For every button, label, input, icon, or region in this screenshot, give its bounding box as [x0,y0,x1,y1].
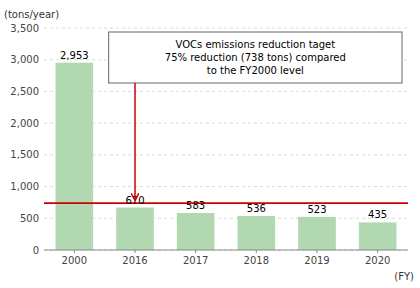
bar [56,63,94,250]
bars [56,63,397,250]
target-line [44,202,408,204]
x-tick [135,250,136,253]
x-tick [256,250,257,253]
x-tick-label: 2016 [122,255,147,266]
data-label: 536 [247,203,266,214]
y-tick-label: 0 [33,245,39,256]
data-label: 2,953 [60,50,89,61]
chart-container: 0 500 1,000 1,500 2,000 2,500 3,000 3,500 2000 20… [0,0,420,288]
bar [359,222,397,250]
x-tick [195,250,196,253]
x-tick [377,250,378,253]
annotation-arrow [134,83,136,199]
chart-svg: 0 500 1,000 1,500 2,000 2,500 3,000 3,500 2000 20… [0,0,420,288]
x-tick-label: 2017 [183,255,208,266]
y-tick-label: 1,500 [10,149,39,160]
data-label: 583 [186,200,205,211]
grid-line [44,186,408,187]
x-tick [317,250,318,253]
grid-line [44,218,408,219]
x-tick-label: 2019 [304,255,329,266]
annotation-line: 75% reduction (738 tons) compared [165,52,346,63]
x-tick-label: 2000 [62,255,87,266]
bar [298,217,336,250]
grid-line [44,91,408,92]
annotation: VOCs emissions reduction taget 75% reduct… [165,39,346,76]
x-axis-label: (FY) [394,271,414,282]
x-axis-line [44,250,408,251]
x-tick-label: 2018 [244,255,269,266]
data-label: 435 [368,209,387,220]
y-tick-label: 1,000 [10,181,39,192]
data-label: 523 [307,204,326,215]
x-tick [74,250,75,253]
y-tick-label: 3,000 [10,54,39,65]
bar [177,213,215,250]
annotation-line: to the FY2000 level [207,65,304,76]
y-tick-label: 500 [20,213,39,224]
grid-line [44,154,408,155]
bar [116,208,154,250]
y-tick-label: 2,000 [10,118,39,129]
y-tick-label: 3,500 [10,23,39,34]
annotation-box [109,32,402,83]
annotation-line: VOCs emissions reduction taget [176,39,336,50]
y-tick-label: 2,500 [10,86,39,97]
grid-line [44,123,408,124]
grid-line [44,250,408,251]
grid-line [44,28,408,29]
x-tick-label: 2020 [365,255,390,266]
y-axis-label: (tons/year) [4,9,59,20]
bar [238,216,276,250]
